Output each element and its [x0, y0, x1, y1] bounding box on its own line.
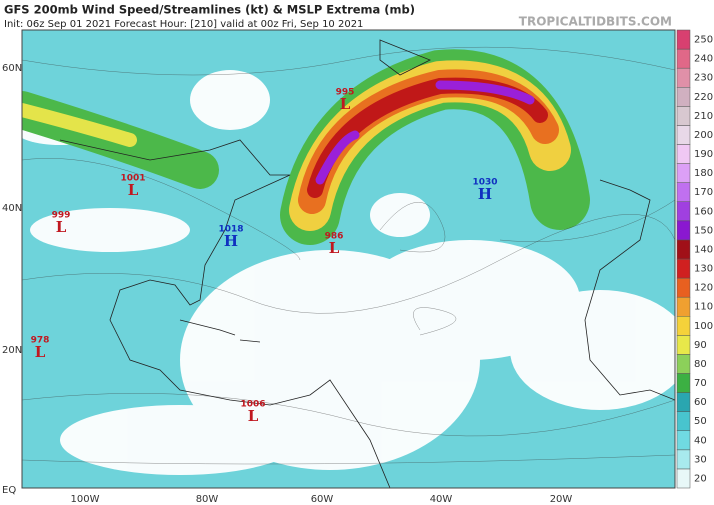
title: GFS 200mb Wind Speed/Streamlines (kt) & …	[4, 3, 415, 17]
lat-label: 40N	[2, 203, 22, 214]
colorbar-cell	[676, 239, 691, 260]
colorbar-cell	[676, 296, 691, 317]
pressure-symbol: H	[224, 232, 238, 250]
lon-label: 40W	[430, 494, 453, 505]
colorbar-cell	[676, 67, 691, 88]
lat-label: 60N	[2, 63, 22, 74]
colorbar-label: 30	[694, 454, 707, 465]
colorbar-cell	[676, 335, 691, 355]
pressure-value: 1006	[240, 400, 265, 410]
colorbar-cell	[676, 316, 691, 336]
pressure-value: 986	[325, 232, 344, 242]
colorbar-cell	[676, 277, 691, 298]
colorbar-cell	[676, 392, 691, 412]
colorbar-cell	[676, 373, 691, 393]
pressure-value: 1001	[120, 174, 145, 184]
colorbar-label: 120	[694, 283, 713, 294]
colorbar-label: 250	[694, 35, 713, 46]
colorbar-cell	[676, 48, 691, 69]
pressure-symbol: L	[329, 239, 340, 257]
lat-label: EQ	[2, 485, 16, 496]
colorbar-label: 150	[694, 225, 713, 236]
lon-label: 20W	[550, 494, 573, 505]
pressure-symbol: L	[340, 95, 351, 113]
colorbar-cell	[676, 430, 691, 451]
pressure-symbol: L	[248, 407, 259, 425]
colorbar-cell	[676, 201, 691, 222]
pressure-symbol: L	[128, 181, 139, 199]
colorbar-cell	[676, 468, 691, 489]
pressure-symbol: L	[35, 343, 46, 361]
colorbar-cell	[676, 106, 691, 126]
subtitle: Init: 06z Sep 01 2021 Forecast Hour: [21…	[4, 19, 363, 30]
colorbar-cell	[676, 87, 691, 107]
colorbar-cell	[676, 29, 691, 50]
lon-label: 80W	[196, 494, 219, 505]
colorbar-label: 180	[694, 168, 713, 179]
colorbar-cell	[676, 411, 691, 431]
lon-label: 60W	[311, 494, 334, 505]
pressure-symbol: H	[478, 185, 492, 203]
colorbar-label: 20	[694, 473, 707, 484]
colorbar-cell	[676, 163, 691, 183]
colorbar-label: 110	[694, 302, 713, 313]
colorbar-label: 210	[694, 111, 713, 122]
colorbar-label: 90	[694, 340, 707, 351]
pressure-value: 1030	[472, 178, 497, 188]
map	[22, 30, 675, 488]
colorbar-label: 70	[694, 378, 707, 389]
colorbar-label: 170	[694, 187, 713, 198]
colorbar-label: 230	[694, 73, 713, 84]
lon-label: 100W	[71, 494, 100, 505]
colorbar-label: 60	[694, 397, 707, 408]
colorbar-label: 40	[694, 435, 707, 446]
source: TROPICALTIDBITS.COM	[519, 15, 672, 29]
colorbar-cell	[676, 449, 691, 470]
colorbar-label: 190	[694, 149, 713, 160]
colorbar-cell	[676, 354, 691, 374]
pressure-value: 1018	[218, 225, 243, 235]
lat-label: 20N	[2, 345, 22, 356]
colorbar-label: 100	[694, 321, 713, 332]
colorbar-label: 50	[694, 416, 707, 427]
colorbar-label: 160	[694, 206, 713, 217]
colorbar-cell	[676, 258, 691, 279]
colorbar-label: 130	[694, 264, 713, 275]
map-frame	[21, 29, 676, 489]
colorbar-cell	[676, 182, 691, 203]
colorbar-label: 200	[694, 130, 713, 141]
pressure-value: 978	[31, 336, 50, 346]
pressure-value: 995	[336, 88, 355, 98]
colorbar-label: 140	[694, 244, 713, 255]
colorbar-cell	[676, 144, 691, 164]
colorbar-cell	[676, 220, 691, 241]
colorbar-label: 220	[694, 92, 713, 103]
pressure-symbol: L	[56, 218, 67, 236]
pressure-value: 999	[52, 211, 71, 221]
colorbar-cell	[676, 125, 691, 145]
colorbar-label: 240	[694, 54, 713, 65]
colorbar-label: 80	[694, 359, 707, 370]
